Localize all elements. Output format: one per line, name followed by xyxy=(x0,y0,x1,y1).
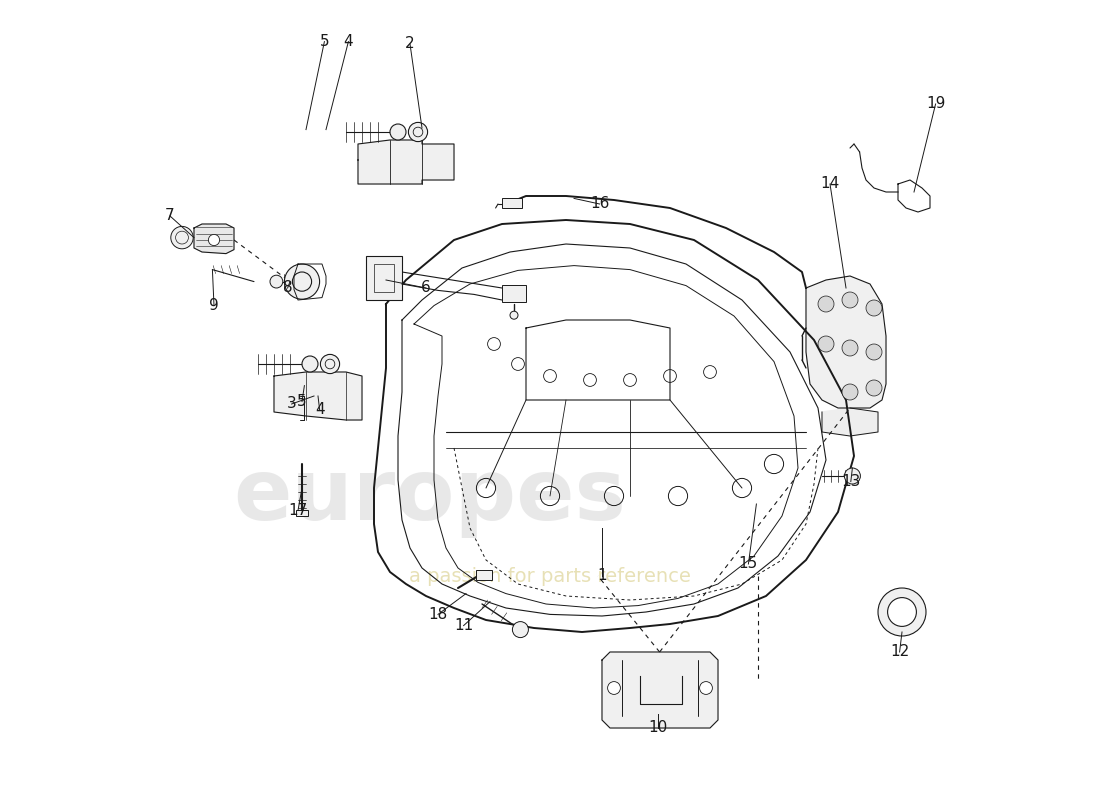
Text: 6: 6 xyxy=(421,281,431,295)
Circle shape xyxy=(320,354,340,374)
Text: 16: 16 xyxy=(590,197,609,211)
Polygon shape xyxy=(806,276,886,408)
Circle shape xyxy=(513,622,528,638)
Circle shape xyxy=(842,340,858,356)
Text: europes: europes xyxy=(233,454,626,538)
Circle shape xyxy=(866,380,882,396)
Circle shape xyxy=(510,311,518,319)
Text: 11: 11 xyxy=(454,618,473,633)
Circle shape xyxy=(842,384,858,400)
Polygon shape xyxy=(602,652,718,728)
Text: 5: 5 xyxy=(297,394,307,409)
Text: 4: 4 xyxy=(343,34,353,49)
Circle shape xyxy=(293,272,311,291)
Text: 9: 9 xyxy=(209,298,219,313)
Polygon shape xyxy=(274,372,362,420)
Circle shape xyxy=(285,264,320,299)
Bar xyxy=(366,256,402,300)
Circle shape xyxy=(208,234,220,246)
Circle shape xyxy=(414,127,422,137)
Polygon shape xyxy=(358,140,454,184)
Text: 17: 17 xyxy=(288,503,308,518)
Text: 8: 8 xyxy=(283,281,293,295)
Text: 1: 1 xyxy=(597,569,607,583)
Text: a passion for parts reference: a passion for parts reference xyxy=(409,566,691,586)
Bar xyxy=(475,570,492,580)
Circle shape xyxy=(818,296,834,312)
Circle shape xyxy=(866,300,882,316)
Text: 14: 14 xyxy=(821,177,839,191)
Circle shape xyxy=(878,588,926,636)
Text: 7: 7 xyxy=(165,209,175,223)
Polygon shape xyxy=(194,224,234,254)
Bar xyxy=(296,510,308,516)
Circle shape xyxy=(390,124,406,140)
Text: 18: 18 xyxy=(428,607,448,622)
Text: 2: 2 xyxy=(405,37,415,51)
Circle shape xyxy=(845,468,860,484)
Circle shape xyxy=(818,336,834,352)
Text: 15: 15 xyxy=(739,557,758,571)
Text: 3: 3 xyxy=(287,397,297,411)
Circle shape xyxy=(866,344,882,360)
Circle shape xyxy=(888,598,916,626)
Text: 4: 4 xyxy=(315,402,324,417)
Bar xyxy=(502,285,526,302)
Circle shape xyxy=(842,292,858,308)
Circle shape xyxy=(176,231,188,244)
Circle shape xyxy=(700,682,713,694)
Text: 13: 13 xyxy=(842,474,860,489)
Text: 10: 10 xyxy=(648,721,668,735)
Circle shape xyxy=(170,226,194,249)
Circle shape xyxy=(326,359,334,369)
Bar xyxy=(502,198,522,208)
Circle shape xyxy=(270,275,283,288)
Circle shape xyxy=(408,122,428,142)
Bar xyxy=(374,264,394,292)
Circle shape xyxy=(607,682,620,694)
Text: 5: 5 xyxy=(320,34,329,49)
Text: 12: 12 xyxy=(890,645,910,659)
Circle shape xyxy=(302,356,318,372)
Polygon shape xyxy=(822,408,878,436)
Text: 19: 19 xyxy=(926,97,945,111)
